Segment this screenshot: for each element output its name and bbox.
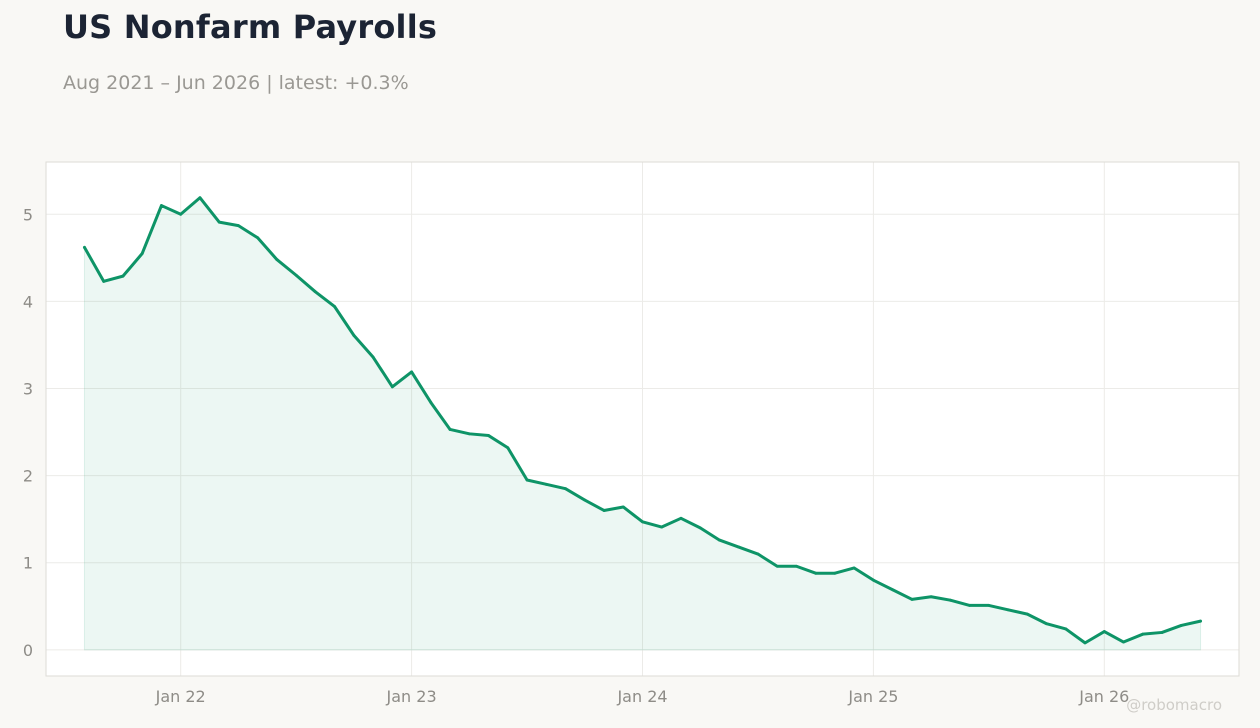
data-point xyxy=(525,478,529,482)
data-point xyxy=(237,224,240,227)
watermark: @robomacro xyxy=(1126,696,1222,714)
tick-labels: 0 1 2 3 4 5 Jan 22 Jan 23 Jan 24 Jan 25 Jan 26 xyxy=(23,205,1130,706)
data-point xyxy=(1199,619,1202,623)
data-point xyxy=(333,305,337,309)
data-point xyxy=(1179,624,1183,627)
chart-title: US Nonfarm Payrolls xyxy=(63,8,438,46)
y-tick-label: 2 xyxy=(23,467,33,486)
data-point xyxy=(102,279,106,283)
data-point xyxy=(1122,640,1125,644)
data-point xyxy=(256,236,260,240)
data-point xyxy=(660,525,664,529)
data-point xyxy=(467,432,471,436)
data-point xyxy=(352,333,356,337)
data-point xyxy=(1045,622,1048,626)
data-point xyxy=(506,446,510,450)
data-point xyxy=(1141,632,1145,636)
data-point xyxy=(775,564,779,568)
data-point xyxy=(448,428,452,431)
data-point xyxy=(852,566,856,570)
data-point xyxy=(795,564,798,568)
x-tick-label: Jan 26 xyxy=(1078,687,1129,706)
data-point xyxy=(390,385,394,389)
data-point xyxy=(410,370,413,374)
data-point xyxy=(814,571,818,575)
data-point xyxy=(217,220,221,224)
chart-subtitle: Aug 2021 – Jun 2026 | latest: +0.3% xyxy=(63,72,409,94)
y-tick-label: 4 xyxy=(23,292,33,311)
data-point xyxy=(737,545,741,549)
data-point xyxy=(968,604,972,607)
x-tick-label: Jan 22 xyxy=(155,687,206,706)
data-point xyxy=(987,604,991,607)
data-point xyxy=(1102,630,1106,633)
data-point xyxy=(833,571,837,575)
series-layer xyxy=(82,196,1203,651)
data-point xyxy=(910,597,914,601)
data-point xyxy=(1160,631,1164,634)
data-point xyxy=(929,595,933,599)
data-point xyxy=(160,204,163,207)
y-tick-label: 1 xyxy=(23,554,33,573)
data-point xyxy=(1006,608,1010,612)
grid-lines xyxy=(46,162,1239,676)
data-point xyxy=(294,273,298,277)
data-point xyxy=(140,252,144,255)
data-point xyxy=(679,516,683,520)
data-point xyxy=(544,482,548,486)
data-point xyxy=(487,434,490,437)
data-point xyxy=(641,520,644,524)
x-tick-label: Jan 25 xyxy=(847,687,898,706)
data-point xyxy=(121,274,125,278)
data-point xyxy=(275,258,279,261)
x-tick-label: Jan 24 xyxy=(616,687,667,706)
x-tick-label: Jan 23 xyxy=(386,687,437,706)
data-point xyxy=(756,552,760,556)
data-point xyxy=(83,245,86,249)
data-point xyxy=(621,505,625,509)
data-point xyxy=(1064,627,1068,631)
data-point xyxy=(371,355,375,359)
data-point xyxy=(698,526,702,530)
data-point xyxy=(718,538,721,542)
data-point xyxy=(179,212,183,216)
data-point xyxy=(602,509,606,512)
plot-frame xyxy=(45,161,1240,677)
data-point xyxy=(564,487,567,491)
data-point xyxy=(872,578,875,582)
y-tick-label: 5 xyxy=(23,205,33,224)
data-point xyxy=(198,196,202,200)
data-point xyxy=(1083,641,1087,645)
data-point xyxy=(1025,612,1029,616)
data-point xyxy=(429,401,433,404)
data-point xyxy=(583,498,587,502)
data-point xyxy=(948,598,952,602)
y-tick-label: 0 xyxy=(23,641,33,660)
y-tick-label: 3 xyxy=(23,380,33,399)
data-point xyxy=(891,588,895,592)
data-point xyxy=(313,290,317,294)
